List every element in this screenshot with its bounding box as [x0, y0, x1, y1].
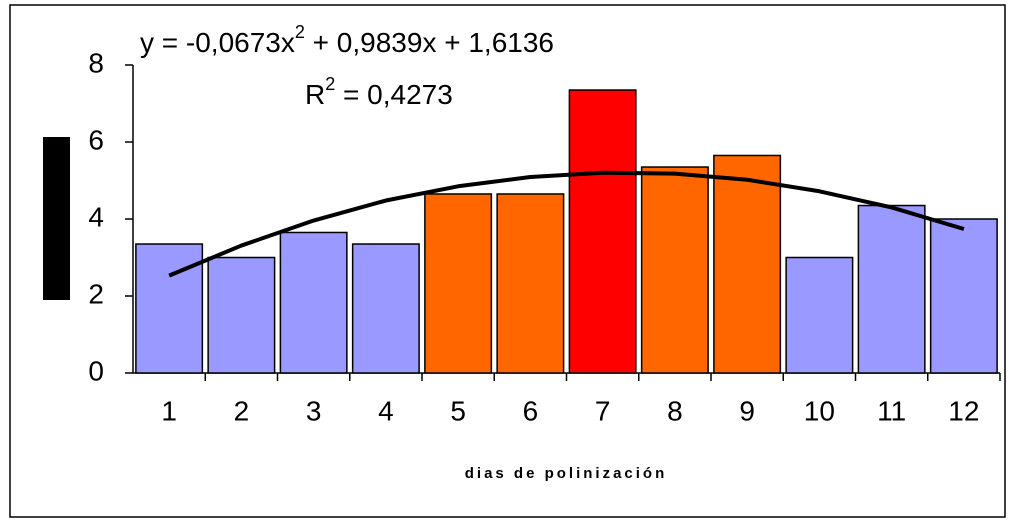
x-tick-label: 9 [739, 395, 755, 426]
y-tick-label: 8 [88, 47, 104, 78]
bar [857, 204, 926, 374]
bar [713, 154, 782, 374]
bar [207, 256, 276, 374]
trendline [168, 170, 965, 278]
bar [424, 193, 493, 374]
bar [135, 243, 204, 374]
bar [785, 256, 854, 374]
bar [279, 231, 348, 374]
x-tick-label: 4 [378, 395, 394, 426]
x-tick-label: 10 [804, 395, 835, 426]
x-tick-label: 6 [523, 395, 539, 426]
y-tick-label: 4 [88, 201, 104, 232]
x-tick-label: 8 [667, 395, 683, 426]
bar [496, 193, 565, 374]
y-tick-label: 0 [88, 355, 104, 386]
bar [568, 89, 637, 374]
bar [351, 243, 420, 374]
x-tick-label: 7 [595, 395, 611, 426]
bar [929, 218, 998, 374]
x-tick-label: 2 [234, 395, 250, 426]
x-tick-label: 11 [877, 395, 906, 426]
x-axis-title: dias de polinización [465, 465, 668, 482]
y-tick-label: 2 [88, 278, 104, 309]
bar [640, 166, 709, 374]
x-tick-label: 3 [306, 395, 322, 426]
x-tick-label: 5 [450, 395, 466, 426]
y-tick-label: 6 [88, 124, 104, 155]
trendline-equation: y = -0,0673x2 + 0,9839x + 1,6136 [140, 22, 554, 59]
r-squared: R2 = 0,4273 [305, 74, 453, 111]
x-tick-label: 12 [948, 395, 979, 426]
y-axis-label-block [43, 137, 70, 300]
x-tick-label: 1 [161, 395, 177, 426]
